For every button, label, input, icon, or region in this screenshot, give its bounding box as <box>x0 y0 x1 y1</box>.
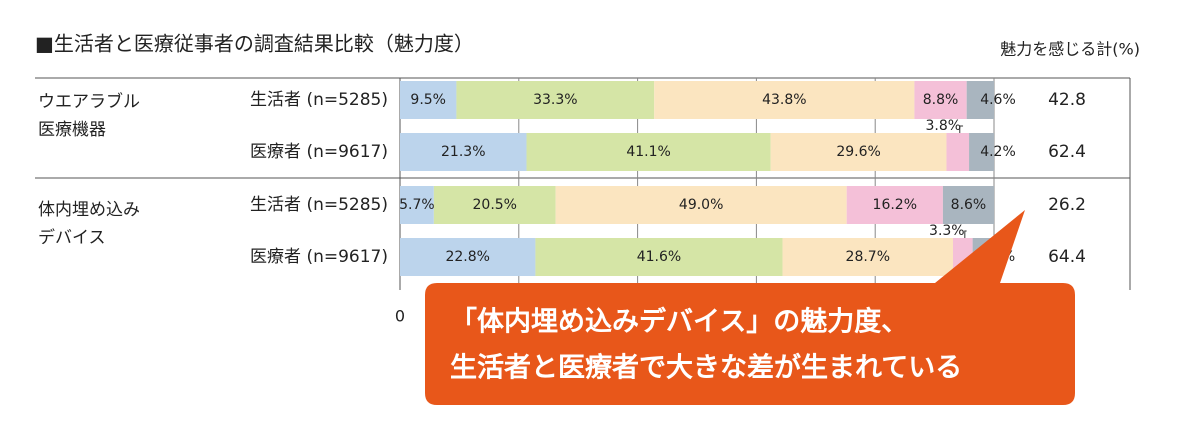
value-label: 33.3% <box>533 92 577 108</box>
bar-segment <box>942 186 994 224</box>
bar-segment <box>966 81 994 119</box>
value-label: 29.6% <box>836 144 880 160</box>
row-label: 生活者 (n=5285) <box>250 90 388 110</box>
value-label: 49.0% <box>679 197 723 213</box>
bar-segment <box>914 81 967 119</box>
value-label: 41.6% <box>637 249 681 265</box>
group-label: ウエアラブル <box>38 91 140 112</box>
group-label: デバイス <box>38 227 106 248</box>
callout-text: 生活者と医療者で大きな差が生まれている <box>450 352 962 384</box>
value-label: 3.3% <box>929 223 965 239</box>
chart-title: ■生活者と医療従事者の調査結果比較（魅力度） <box>35 32 474 56</box>
total-value: 42.8 <box>1048 90 1086 110</box>
bar-segment <box>433 186 556 224</box>
value-label: 9.5% <box>410 92 446 108</box>
bar-segment <box>555 186 847 224</box>
x-tick-label: 0 <box>395 307 405 326</box>
bar-segment <box>654 81 915 119</box>
bar-segment <box>535 238 783 276</box>
value-label: 5.7% <box>399 197 435 213</box>
callout-text: 「体内埋め込みデバイス」の魅力度、 <box>450 306 908 338</box>
bar-segment <box>946 133 970 171</box>
row-label: 生活者 (n=5285) <box>250 195 388 215</box>
value-label: 22.8% <box>445 249 489 265</box>
bar-segment <box>770 133 947 171</box>
value-label: 16.2% <box>873 197 917 213</box>
callout <box>425 210 1075 405</box>
bar-segment <box>969 133 994 171</box>
leader-line <box>959 125 964 133</box>
bar-segment <box>400 133 527 171</box>
bar-segment <box>400 186 434 224</box>
value-label: 21.3% <box>441 144 485 160</box>
value-label: 43.8% <box>762 92 806 108</box>
value-label: 20.5% <box>473 197 517 213</box>
total-value: 62.4 <box>1048 142 1086 162</box>
group-label: 体内埋め込み <box>38 200 140 220</box>
value-label: 4.6% <box>980 92 1016 108</box>
value-label: 41.1% <box>626 144 670 160</box>
bar-segment <box>526 133 771 171</box>
group-label: 医療機器 <box>38 120 106 140</box>
row-label: 医療者 (n=9617) <box>250 142 388 162</box>
total-value: 26.2 <box>1048 195 1086 215</box>
bar-segment <box>782 238 954 276</box>
bar-segment <box>846 186 943 224</box>
bar-segment <box>400 81 457 119</box>
totals-header: 魅力を感じる計(%) <box>1000 40 1140 59</box>
bar-segment <box>400 238 536 276</box>
bar-segment <box>456 81 655 119</box>
value-label: 28.7% <box>846 249 890 265</box>
value-label: 8.8% <box>923 92 959 108</box>
row-label: 医療者 (n=9617) <box>250 247 388 267</box>
value-label: 3.8% <box>925 118 961 134</box>
leader-line <box>964 230 967 238</box>
value-label: 4.2% <box>980 144 1016 160</box>
total-value: 64.4 <box>1048 247 1086 267</box>
value-label: 8.6% <box>951 197 987 213</box>
